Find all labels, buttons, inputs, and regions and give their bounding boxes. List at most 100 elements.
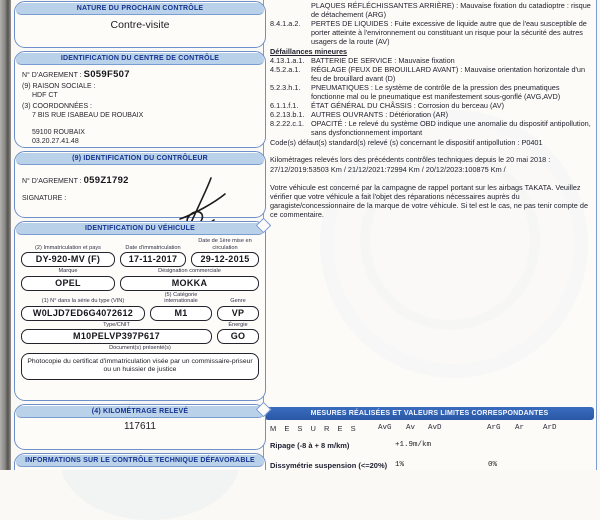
section-controleur: (9) IDENTIFICATION DU CONTRÔLEUR N° D'AG… bbox=[14, 151, 266, 227]
controleur-details: N° D'AGREMENT : 059Z1792 SIGNATURE : bbox=[15, 165, 265, 227]
field-date-circulation: Date de 1ère mise en circulation 29-12-2… bbox=[191, 238, 259, 267]
energie-value: GO bbox=[217, 329, 259, 344]
field-label: Document(s) présenté(s) bbox=[109, 345, 171, 351]
field-vin: (1) N° dans la série du type (VIN) W0LJD… bbox=[21, 298, 145, 321]
date-circulation-value: 29-12-2015 bbox=[191, 252, 259, 267]
vehicle-row-4: Type/CNIT M10PELVP397P617 Énergie GO bbox=[21, 321, 259, 344]
defect-line: 8.2.22.c.1. OPACITÉ : Le relevé du systè… bbox=[270, 119, 591, 137]
km-history-line1: Kilométrages relevés lors des précédents… bbox=[270, 155, 551, 164]
col-header-avd: AvD bbox=[428, 424, 442, 432]
genre-value: VP bbox=[217, 305, 259, 321]
defect-code: 6.1.1.f.1. bbox=[270, 101, 299, 110]
measure-rear-value: 0% bbox=[488, 461, 498, 469]
kilometrage-value: 117611 bbox=[124, 421, 156, 432]
field-label: Type/CNIT bbox=[103, 321, 130, 328]
vehicle-row-3: (1) N° dans la série du type (VIN) W0LJD… bbox=[21, 292, 259, 321]
agrement-label: N° D'AGREMENT : bbox=[22, 72, 82, 79]
col-header-ar: Ar bbox=[515, 424, 525, 432]
section-title: IDENTIFICATION DU CENTRE DE CONTRÔLE bbox=[16, 53, 264, 65]
vehicle-row-documents: Document(s) présenté(s) Photocopie du ce… bbox=[21, 345, 259, 380]
section-title: IDENTIFICATION DU VÉHICULE bbox=[16, 223, 264, 235]
measure-front-value: +1.9m/km bbox=[395, 441, 432, 449]
field-label: (5) Catégorie internationale bbox=[164, 291, 198, 305]
defect-code: 4.5.2.a.1. bbox=[270, 65, 301, 74]
agrement-label: N° D'AGREMENT : bbox=[22, 178, 82, 185]
section-vehicule: IDENTIFICATION DU VÉHICULE (2) Immatricu… bbox=[14, 221, 266, 401]
col-header-avg: AvG bbox=[378, 424, 392, 432]
plate-value: DY-920-MV (F) bbox=[21, 252, 115, 267]
section-infos-defavorable: INFORMATIONS SUR LE CONTRÔLE TECHNIQUE D… bbox=[14, 453, 266, 470]
section-title: INFORMATIONS SUR LE CONTRÔLE TECHNIQUE D… bbox=[16, 455, 264, 467]
raison-sociale-value: HDF CT bbox=[32, 92, 58, 99]
defect-line: 4.5.2.a.1. RÉGLAGE (FEUX DE BROUILLARD A… bbox=[270, 65, 591, 83]
defects-text: PLAQUES RÉFLÉCHISSANTES ARRIÈRE) : Mauva… bbox=[264, 0, 596, 219]
centre-phone: 03.20.27.41.48 bbox=[32, 138, 79, 145]
vehicle-row-2: Marque OPEL Désignation commerciale MOKK… bbox=[21, 268, 259, 291]
minor-defects-heading: Défaillances mineures bbox=[270, 47, 348, 56]
centre-address: 7 BIS RUE ISABEAU DE ROUBAIX bbox=[32, 112, 144, 119]
defect-line: 8.4.1.a.2. PERTES DE LIQUIDES : Fuite ex… bbox=[270, 19, 591, 46]
field-label: Date de 1ère mise en circulation bbox=[198, 238, 252, 251]
defect-line: PLAQUES RÉFLÉCHISSANTES ARRIÈRE) : Mauva… bbox=[270, 1, 591, 19]
defect-line: 5.2.3.h.1. PNEUMATIQUES : Le système de … bbox=[270, 83, 591, 101]
field-label: (1) N° dans la série du type (VIN) bbox=[41, 298, 125, 304]
documents-value: Photocopie du certificat d'immatriculati… bbox=[21, 352, 259, 380]
obd-code-line: Code(s) défaut(s) standard(s) relevé (s)… bbox=[270, 138, 543, 147]
centre-details: N° D'AGREMENT : S059F507 (9) RAISON SOCI… bbox=[15, 65, 265, 149]
next-inspection-type: Contre-visite bbox=[110, 19, 170, 31]
km-history-line2: 27/12/2019:53503 Km / 21/12/2021:72994 K… bbox=[270, 165, 506, 174]
field-label: Date d'immatriculation bbox=[125, 244, 181, 251]
defect-code: 6.2.13.b.1. bbox=[270, 110, 305, 119]
marque-value: OPEL bbox=[21, 275, 115, 291]
signature-label: SIGNATURE : bbox=[22, 195, 67, 202]
defect-code bbox=[270, 1, 311, 19]
vin-value: W0LJD7ED6G4072612 bbox=[21, 305, 145, 321]
section-title: NATURE DU PROCHAIN CONTRÔLE bbox=[16, 3, 264, 15]
defect-code: 8.4.1.a.2. bbox=[270, 19, 301, 28]
measure-front-value: 1% bbox=[395, 461, 405, 469]
field-categorie: (5) Catégorie internationale M1 bbox=[150, 292, 212, 321]
field-designation-commerciale: Désignation commerciale MOKKA bbox=[120, 268, 259, 291]
measure-row-ripage: Ripage (-8 à + 8 m/km) +1.9m/km bbox=[265, 441, 597, 452]
defect-code: 5.2.3.h.1. bbox=[270, 83, 301, 92]
field-label: Énergie bbox=[228, 321, 248, 328]
defect-line: 4.13.1.a.1. BATTERIE DE SERVICE : Mauvai… bbox=[270, 56, 591, 65]
measure-label: Dissymétrie suspension (<=20%) bbox=[270, 461, 388, 470]
field-label: Genre bbox=[230, 298, 246, 304]
measures-header-row: M E S U R E S AvG Av AvD ArG Ar ArD bbox=[265, 424, 597, 435]
measure-label: Ripage (-8 à + 8 m/km) bbox=[270, 441, 350, 450]
col-header-av: Av bbox=[406, 424, 416, 432]
designation-value: MOKKA bbox=[120, 275, 259, 291]
scanner-edge bbox=[0, 0, 11, 470]
section-centre-de-controle: IDENTIFICATION DU CENTRE DE CONTRÔLE N° … bbox=[14, 51, 266, 148]
field-date-immat: Date d'immatriculation 17-11-2017 bbox=[120, 244, 186, 267]
defect-description: PNEUMATIQUES : Le système de contrôle de… bbox=[311, 83, 561, 101]
col-header-arg: ArG bbox=[487, 424, 501, 432]
categorie-value: M1 bbox=[150, 305, 212, 321]
date-immat-value: 17-11-2017 bbox=[120, 252, 186, 267]
defect-description: RÉGLAGE (FEUX DE BROUILLARD AVANT) : Mau… bbox=[311, 65, 586, 83]
field-energie: Énergie GO bbox=[217, 321, 259, 344]
coordonnees-label: (3) COORDONNÉES : bbox=[22, 103, 93, 110]
defect-description: ÉTAT GÉNÉRAL DU CHÂSSIS : Corrosion du b… bbox=[311, 101, 505, 110]
defect-line: 6.1.1.f.1. ÉTAT GÉNÉRAL DU CHÂSSIS : Cor… bbox=[270, 101, 591, 110]
agrement-value: 059Z1792 bbox=[83, 175, 129, 186]
defect-description: AUTRES OUVRANTS : Détérioration (AR) bbox=[311, 110, 449, 119]
field-marque: Marque OPEL bbox=[21, 268, 115, 291]
cnit-value: M10PELVP397P617 bbox=[21, 329, 212, 344]
defect-description: PERTES DE LIQUIDES : Fuite excessive de … bbox=[311, 19, 587, 46]
field-label: (2) Immatriculation et pays bbox=[35, 244, 101, 251]
field-plate: (2) Immatriculation et pays DY-920-MV (F… bbox=[21, 244, 115, 267]
section-nature-prochain-controle: NATURE DU PROCHAIN CONTRÔLE Contre-visit… bbox=[14, 1, 266, 48]
measure-row-dissymetrie: Dissymétrie suspension (<=20%) 1% 0% bbox=[265, 461, 597, 472]
centre-agrement: N° D'AGREMENT : S059F507 bbox=[22, 70, 258, 80]
field-label: Marque bbox=[58, 268, 78, 274]
controleur-agrement: N° D'AGREMENT : 059Z1792 bbox=[22, 176, 258, 186]
field-label: Désignation commerciale bbox=[158, 268, 221, 274]
defect-description: BATTERIE DE SERVICE : Mauvaise fixation bbox=[311, 56, 455, 65]
scanned-inspection-report: { "nature": { "title": "NATURE DU PROCHA… bbox=[0, 0, 597, 472]
measures-section-title: MESURES RÉALISÉES ET VALEURS LIMITES COR… bbox=[265, 407, 594, 420]
vehicule-details: (2) Immatriculation et pays DY-920-MV (F… bbox=[15, 235, 265, 382]
defect-line: 6.2.13.b.1. AUTRES OUVRANTS : Détériorat… bbox=[270, 110, 591, 119]
field-genre: Genre VP bbox=[217, 298, 259, 321]
